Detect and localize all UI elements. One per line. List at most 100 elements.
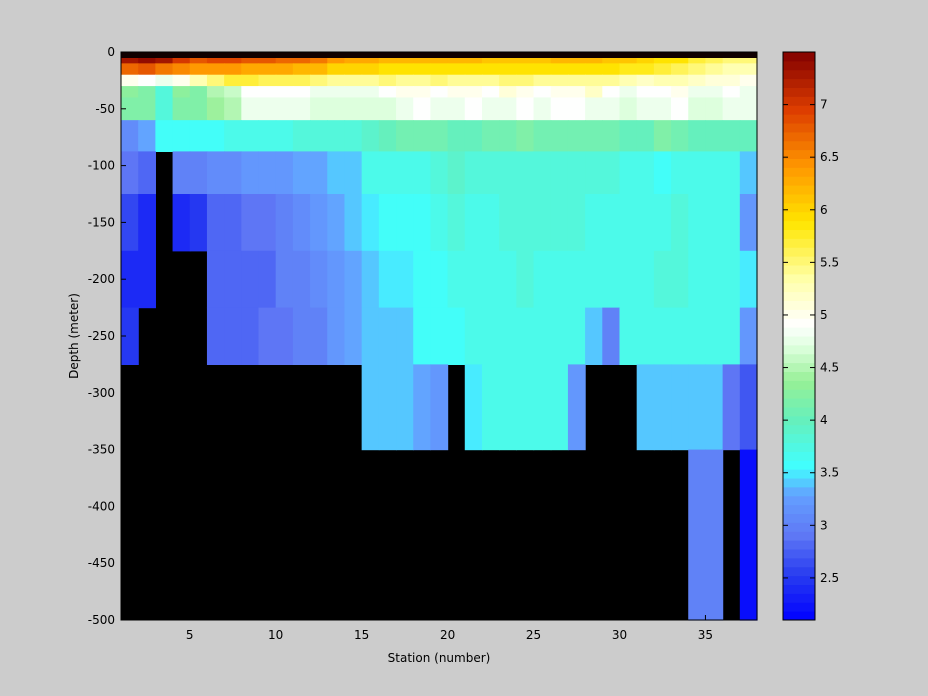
heatmap-cell xyxy=(481,194,500,252)
heatmap-cell xyxy=(344,97,363,121)
heatmap-cell xyxy=(550,151,569,195)
heatmap-cell xyxy=(224,74,242,87)
heatmap-cell xyxy=(292,151,311,195)
heatmap-cell xyxy=(688,74,707,87)
heatmap-cell xyxy=(550,250,569,309)
heatmap-cell xyxy=(567,63,586,76)
heatmap-cell xyxy=(275,120,294,152)
heatmap-cell xyxy=(636,63,655,76)
heatmap-cell xyxy=(516,250,535,309)
heatmap-cell xyxy=(241,74,260,87)
colorbar-segment xyxy=(783,398,815,408)
heatmap-cell xyxy=(585,250,603,309)
heatmap-cell xyxy=(361,120,380,152)
colorbar-tick-label: 5.5 xyxy=(820,255,839,269)
colorbar-segment xyxy=(783,469,815,479)
heatmap-cell xyxy=(464,74,483,87)
heatmap-cell xyxy=(121,120,139,152)
colorbar-segment xyxy=(783,300,815,310)
heatmap-cell xyxy=(172,86,191,99)
heatmap-cell xyxy=(361,74,380,87)
heatmap-cell xyxy=(447,194,466,252)
heatmap-cell xyxy=(739,151,758,195)
heatmap-cell xyxy=(688,307,707,365)
colorbar-segment xyxy=(783,131,815,142)
heatmap-cell xyxy=(413,307,432,365)
heatmap-cell xyxy=(224,97,242,121)
colorbar-segment xyxy=(783,123,815,133)
heatmap-cell xyxy=(396,250,414,309)
heatmap-cell xyxy=(378,250,397,309)
y-tick-label: -350 xyxy=(88,443,115,457)
heatmap-cell xyxy=(206,63,225,76)
heatmap-cell xyxy=(275,194,294,252)
heatmap-cell xyxy=(413,194,432,252)
heatmap-cell xyxy=(550,86,569,99)
heatmap-cell xyxy=(499,307,517,365)
heatmap-cells xyxy=(121,52,758,621)
heatmap-cell xyxy=(739,250,758,309)
heatmap-cell xyxy=(138,97,156,121)
heatmap-cell xyxy=(275,307,294,365)
heatmap-cell xyxy=(258,307,277,365)
colorbar-segment xyxy=(783,194,815,204)
heatmap-cell xyxy=(533,194,552,252)
heatmap-cell xyxy=(739,449,758,621)
colorbar-segment xyxy=(783,460,815,470)
x-axis-ticks: 5 10 15 20 25 30 35 xyxy=(186,615,713,642)
heatmap-cell xyxy=(396,151,414,195)
heatmap-cell xyxy=(258,250,277,309)
heatmap-cell xyxy=(688,364,707,451)
colorbar-segment xyxy=(783,389,815,399)
heatmap-cell xyxy=(585,120,603,152)
heatmap-cell xyxy=(705,151,724,195)
colorbar-segment xyxy=(783,185,815,195)
colorbar-segment xyxy=(783,52,815,62)
colorbar-segment xyxy=(783,344,815,355)
x-tick-label: 20 xyxy=(440,628,455,642)
heatmap-cell xyxy=(499,194,517,252)
colorbar-segment xyxy=(783,114,815,124)
heatmap-cell xyxy=(550,120,569,152)
surface-strip xyxy=(121,52,757,58)
heatmap-cell xyxy=(430,120,449,152)
heatmap-cell xyxy=(378,307,397,365)
heatmap-cell xyxy=(413,120,432,152)
heatmap-cell xyxy=(310,194,328,252)
heatmap-cell xyxy=(464,97,483,121)
heatmap-cell xyxy=(241,194,260,252)
colorbar-segment xyxy=(783,202,815,213)
heatmap-cell xyxy=(138,74,156,87)
heatmap-cell xyxy=(705,74,724,87)
heatmap-cell xyxy=(258,120,277,152)
heatmap-cell xyxy=(567,194,586,252)
colorbar-tick-label: 7 xyxy=(820,98,828,112)
heatmap-cell xyxy=(430,74,449,87)
heatmap-cell xyxy=(258,97,277,121)
heatmap-cell xyxy=(172,74,191,87)
heatmap-cell xyxy=(206,86,225,99)
heatmap-cell xyxy=(206,194,225,252)
heatmap-cell xyxy=(722,194,741,252)
heatmap-cell xyxy=(224,63,242,76)
colorbar-segment xyxy=(783,336,815,346)
heatmap-cell xyxy=(138,151,156,195)
colorbar-segment xyxy=(783,78,815,88)
colorbar-segment xyxy=(783,522,815,532)
heatmap-cell xyxy=(172,63,191,76)
heatmap-cell xyxy=(344,307,363,365)
colorbar-segment xyxy=(783,247,815,257)
heatmap-cell xyxy=(361,194,380,252)
heatmap-cell xyxy=(464,250,483,309)
heatmap-cell xyxy=(722,86,741,99)
heatmap-cell xyxy=(396,120,414,152)
heatmap-cell xyxy=(413,151,432,195)
heatmap-cell xyxy=(224,120,242,152)
heatmap-cell xyxy=(585,97,603,121)
x-tick-label: 5 xyxy=(186,628,194,642)
colorbar-frame xyxy=(782,51,816,621)
heatmap-cell xyxy=(602,307,621,365)
heatmap-cell xyxy=(688,63,707,76)
heatmap-cell xyxy=(619,63,638,76)
heatmap-cell xyxy=(533,74,552,87)
